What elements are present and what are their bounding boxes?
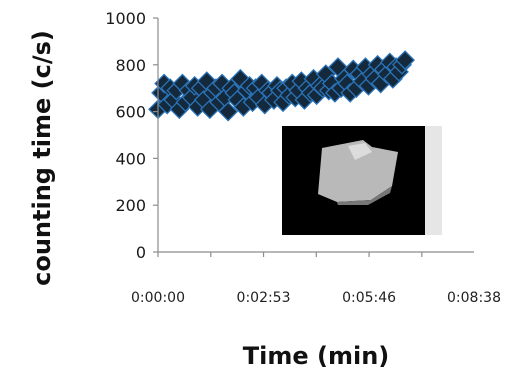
sample-micrograph-inset: [282, 126, 442, 235]
data-point: [395, 50, 415, 71]
inset-bright-edge: [425, 126, 442, 235]
series-markers: [148, 50, 415, 122]
inset-sample-fragment: [318, 140, 398, 202]
y-tick-label: 400: [115, 149, 146, 168]
y-tick-label: 200: [115, 196, 146, 215]
y-tick-label: 600: [115, 103, 146, 122]
y-tick-label: 1000: [105, 9, 146, 28]
x-tick-label: 0:00:00: [131, 290, 185, 306]
x-tick-label: 0:08:38: [447, 290, 501, 306]
y-tick-label: 800: [115, 56, 146, 75]
y-axis-ticks: 0 200 400 600 800 1000: [105, 9, 158, 262]
x-axis-title: Time (min): [243, 342, 390, 370]
x-tick-label: 0:02:53: [237, 290, 291, 306]
inset-fragment-shadow: [337, 186, 392, 205]
inset-fragment-highlight: [348, 143, 372, 160]
y-axis-title: counting time (c/s): [28, 30, 56, 286]
y-tick-label: 0: [136, 243, 146, 262]
x-tick-label: 0:05:46: [342, 290, 396, 306]
data-point: [218, 101, 239, 122]
x-axis-ticks: 0:00:00 0:02:53 0:05:46 0:08:38: [131, 252, 501, 306]
